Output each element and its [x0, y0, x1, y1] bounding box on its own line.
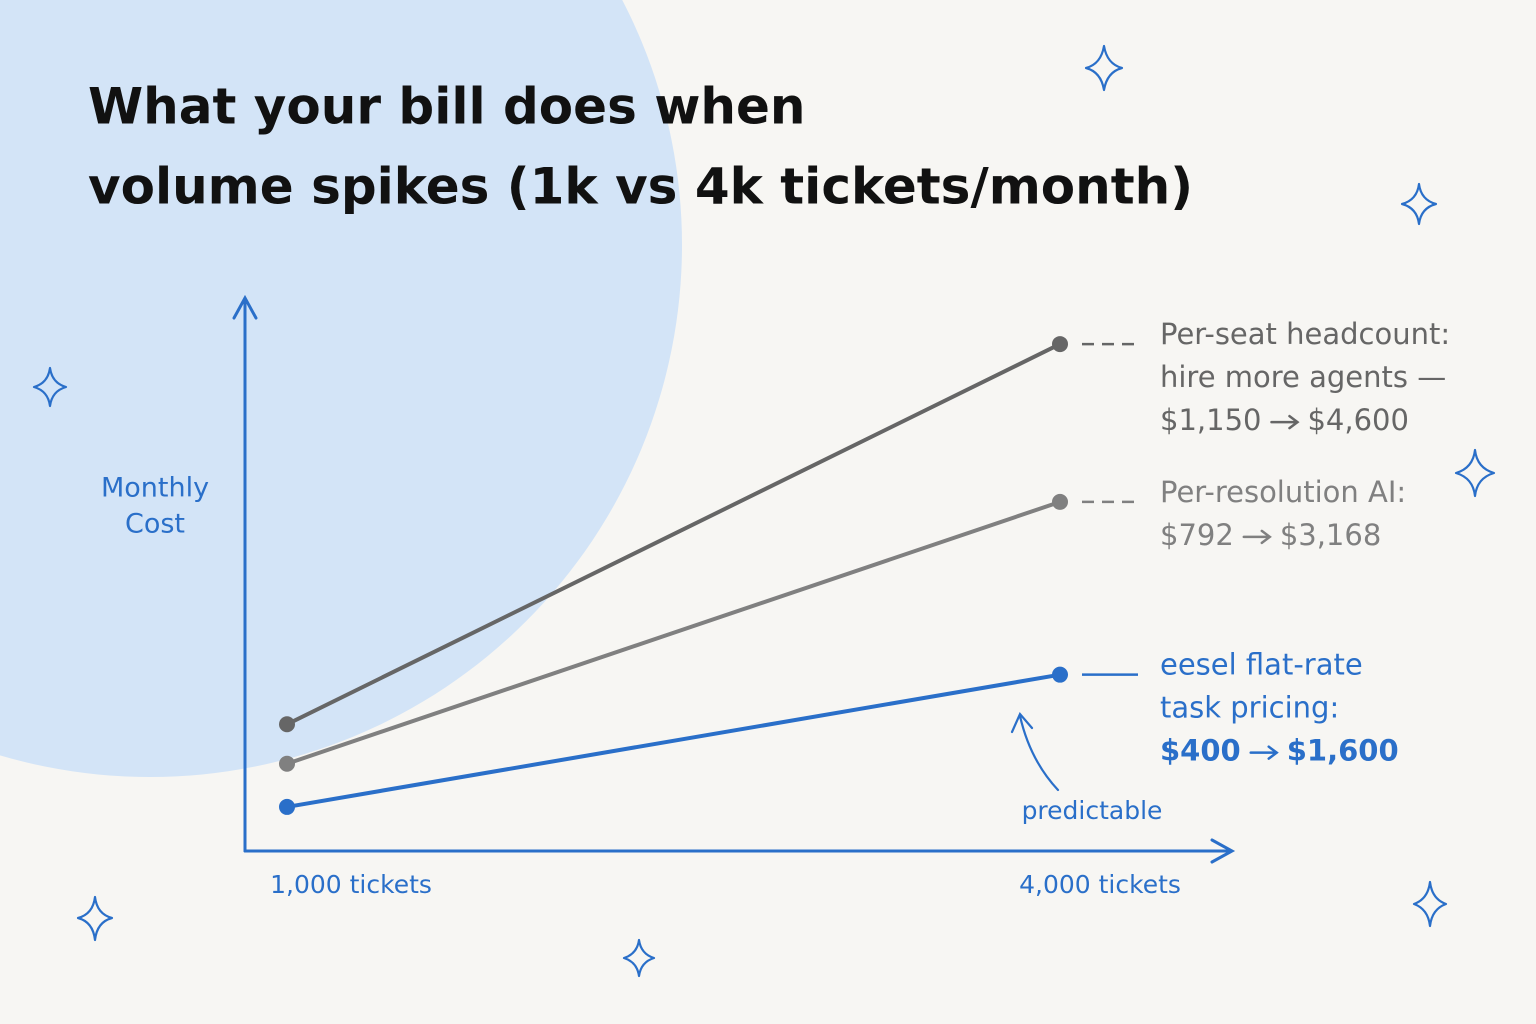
data-point: [279, 755, 295, 772]
value-arrow: [1242, 529, 1272, 545]
value-label: $3,168: [1280, 518, 1381, 552]
data-point: [279, 716, 295, 733]
y-axis-label: Monthly: [101, 473, 209, 504]
chart-title: volume spikes (1k vs 4k tickets/month): [88, 158, 1193, 216]
y-axis: [232, 294, 258, 853]
annotation-arrow: [1010, 711, 1060, 792]
legend-label: Per-seat headcount:: [1160, 317, 1450, 351]
legend-label: eesel flat-rate: [1160, 648, 1363, 682]
axes: [232, 294, 1236, 864]
y-axis-label: Cost: [125, 509, 185, 540]
x-tick-label: 1,000 tickets: [270, 870, 432, 899]
legend-label: task pricing:: [1160, 691, 1339, 725]
data-point: [1052, 666, 1068, 683]
chart-title: What your bill does when: [88, 78, 806, 136]
value-label: $792: [1160, 518, 1234, 552]
data-point: [279, 798, 295, 815]
value-label: $400: [1160, 734, 1241, 768]
series-line: [285, 672, 1062, 809]
series-line: [285, 342, 1062, 727]
data-point: [1052, 493, 1068, 510]
legend-label: hire more agents —: [1160, 360, 1446, 394]
value-arrow: [1270, 414, 1300, 430]
value-label: $4,600: [1307, 403, 1408, 437]
series-line: [285, 499, 1062, 766]
value-label: $1,600: [1287, 734, 1399, 768]
x-axis: [243, 838, 1236, 864]
value-label: $1,150: [1160, 403, 1261, 437]
decorative-stars: [32, 44, 1496, 978]
x-tick-label: 4,000 tickets: [1019, 870, 1181, 899]
background-blob: [0, 0, 682, 777]
value-arrow: [1249, 745, 1279, 760]
legend-label: Per-resolution AI:: [1160, 475, 1406, 509]
data-point: [1052, 336, 1068, 353]
annotation: predictable: [1022, 796, 1163, 825]
